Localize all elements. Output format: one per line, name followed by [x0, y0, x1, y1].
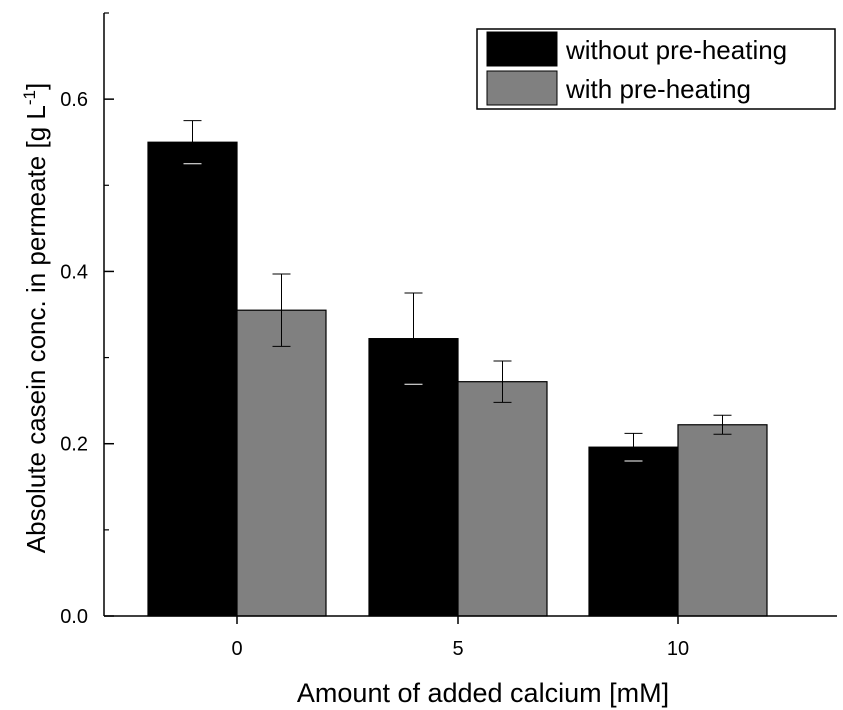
y-tick-label: 0.2: [60, 434, 88, 456]
y-axis-label-main: Absolute casein conc. in permeate [g L: [21, 105, 51, 553]
bar-with-pre-heating-0: [236, 309, 327, 617]
y-axis-label-superscript: -1: [20, 90, 39, 105]
bars-layer: [147, 141, 768, 617]
y-tick-label: 0.0: [60, 606, 88, 628]
y-tick-label: 0.4: [60, 261, 88, 283]
bar-with-pre-heating-10: [677, 424, 768, 617]
legend-label-without-pre-heating: without pre-heating: [565, 35, 787, 65]
x-tick-label: 0: [231, 638, 242, 660]
legend-swatch-without-pre-heating: [486, 31, 558, 67]
legend-swatch-with-pre-heating: [486, 70, 558, 106]
x-tick-label: 5: [452, 638, 463, 660]
error-bars-layer: [183, 120, 732, 462]
y-axis-label-end: ]: [21, 83, 51, 90]
y-axis-label: Absolute casein conc. in permeate [g L-1…: [20, 83, 51, 553]
bar-without-pre-heating-0: [147, 141, 238, 617]
bar-without-pre-heating-10: [588, 446, 679, 617]
x-axis-label: Amount of added calcium [mM]: [297, 678, 669, 708]
bar-with-pre-heating-5: [457, 381, 548, 617]
legend-label-with-pre-heating: with pre-heating: [565, 74, 751, 104]
bar-without-pre-heating-5: [368, 338, 459, 617]
legend: without pre-heating with pre-heating: [476, 28, 836, 110]
y-ticks-layer: 0.0 0.2 0.4 0.6: [60, 12, 114, 628]
x-ticks-layer: 0 5 10: [231, 616, 689, 660]
y-tick-label: 0.6: [60, 89, 88, 111]
x-tick-label: 10: [667, 638, 689, 660]
